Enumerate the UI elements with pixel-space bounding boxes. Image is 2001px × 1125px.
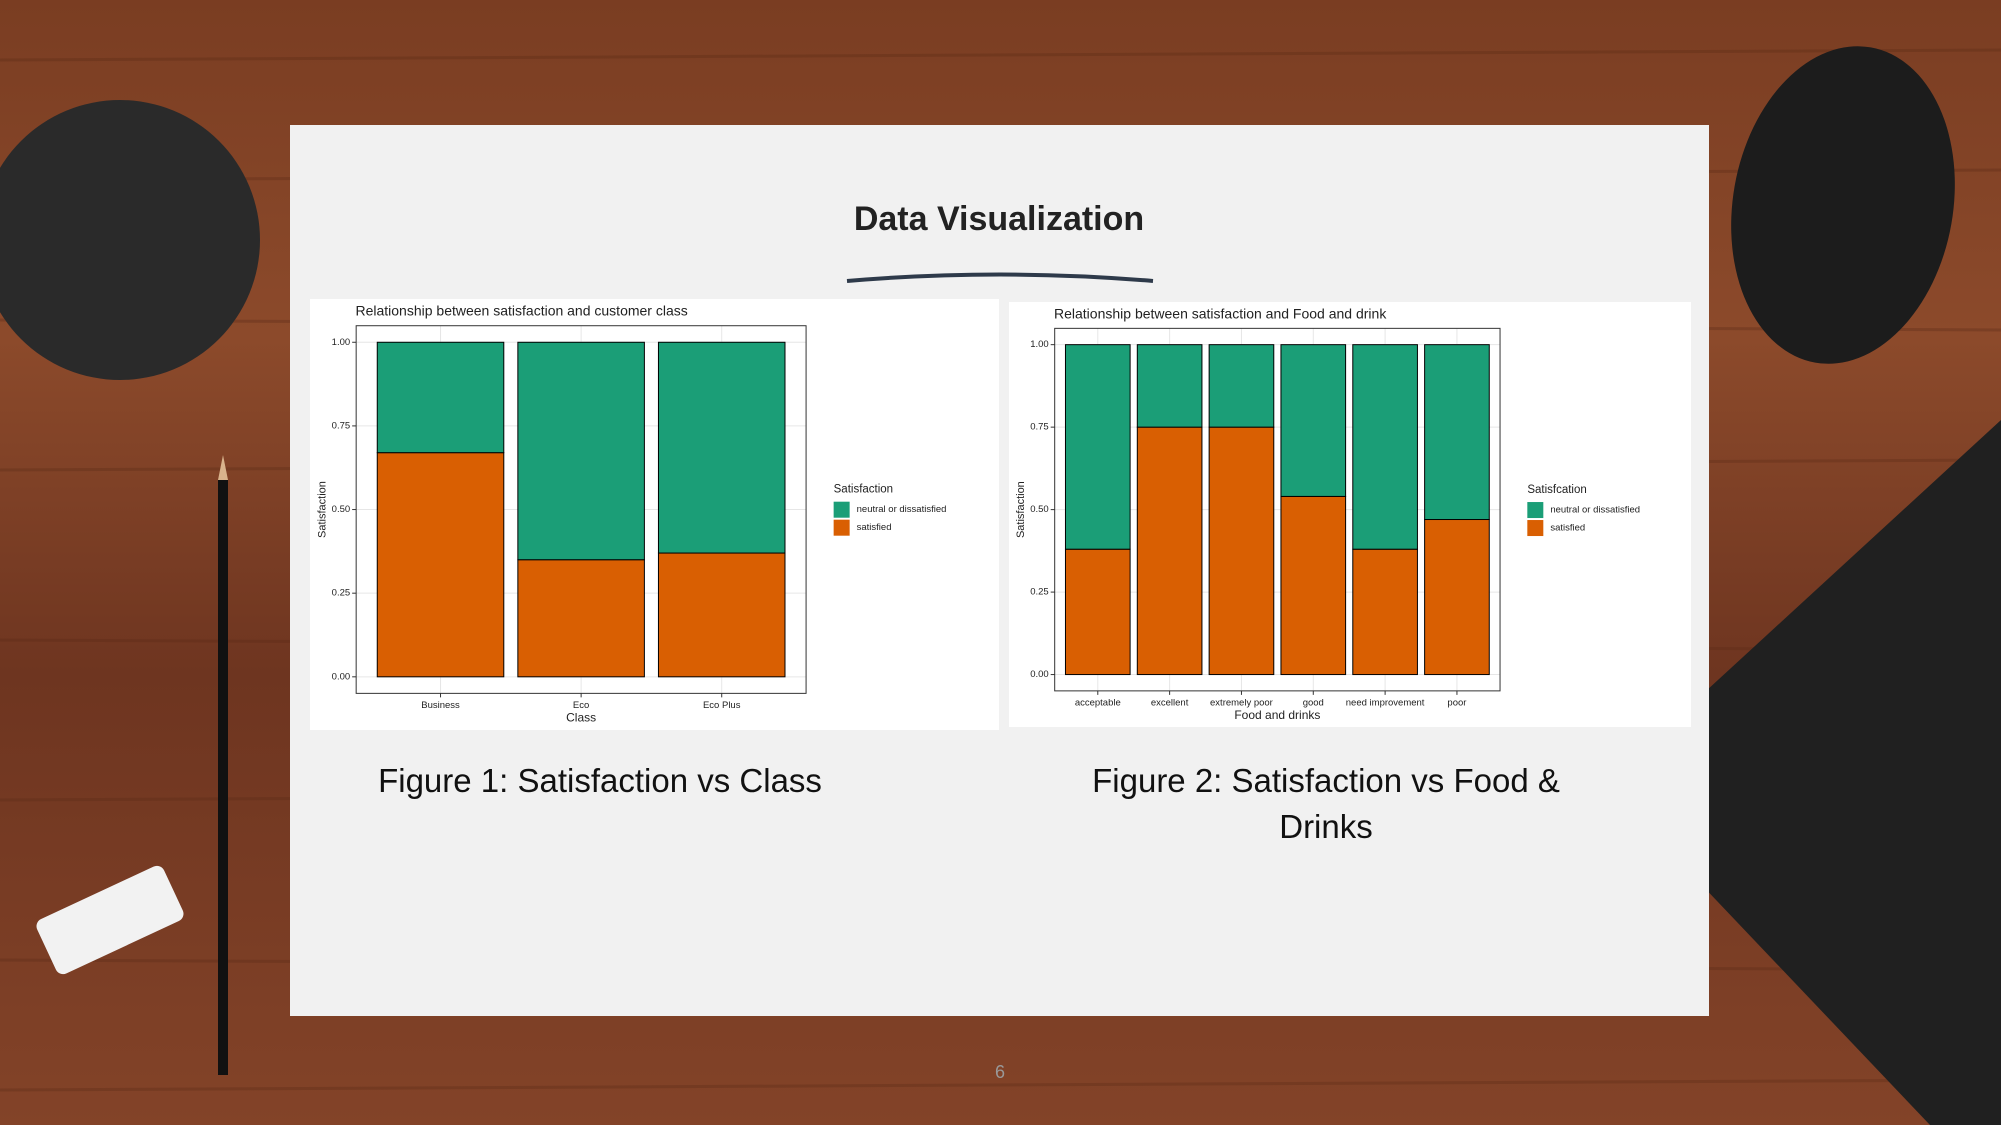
- bar-segment: [517, 341, 645, 561]
- y-tick-label: 1.00: [1030, 339, 1049, 350]
- x-tick-label: Eco: [573, 700, 589, 711]
- chart-title: Relationship between satisfaction and Fo…: [1054, 305, 1387, 321]
- legend-title: Satisfcation: [1527, 484, 1586, 496]
- bar-segment: [1424, 344, 1490, 521]
- y-tick-label: 0.25: [332, 588, 351, 599]
- x-tick-label: acceptable: [1075, 697, 1121, 708]
- y-tick-label: 0.50: [332, 504, 351, 515]
- chart-title: Relationship between satisfaction and cu…: [355, 303, 687, 319]
- grain: [0, 48, 2001, 62]
- title-underline: [846, 272, 1154, 283]
- bar-segment: [657, 552, 786, 678]
- bar-segment: [1280, 495, 1347, 676]
- pencil-tip: [218, 455, 228, 480]
- x-axis-title: Class: [566, 711, 596, 725]
- bar-segment: [1136, 344, 1203, 428]
- bar-segment: [1352, 548, 1418, 676]
- pencil: [218, 480, 228, 1075]
- legend-swatch: [833, 501, 850, 518]
- figure-caption: Figure 1: Satisfaction vs Class: [378, 762, 822, 799]
- laptop: [1620, 420, 2001, 1125]
- bar-segment: [1208, 426, 1275, 676]
- bar-segment: [1280, 344, 1347, 497]
- figure-caption: Figure 2: Satisfaction vs Food & Drinks: [1092, 762, 1560, 845]
- x-tick-label: excellent: [1151, 697, 1189, 708]
- legend-label: satisfied: [857, 522, 892, 533]
- bar-segment: [1352, 344, 1418, 550]
- bar-segment: [1064, 548, 1131, 676]
- legend-swatch: [833, 519, 850, 536]
- legend-label: neutral or dissatisfied: [1550, 505, 1640, 516]
- y-axis-title: Satisfaction: [1015, 481, 1027, 538]
- mouse: [1731, 46, 1955, 364]
- slide-title: Data Visualization: [854, 200, 1144, 238]
- bar-segment: [657, 341, 786, 554]
- y-tick-label: 0.00: [332, 671, 351, 682]
- y-tick-label: 0.75: [1030, 422, 1049, 433]
- bar-segment: [376, 452, 505, 678]
- y-tick-label: 0.25: [1030, 587, 1049, 598]
- bar-segment: [1424, 519, 1490, 676]
- plot-border: [1054, 327, 1501, 692]
- x-tick-label: good: [1303, 697, 1324, 708]
- y-tick-label: 0.00: [1030, 669, 1049, 680]
- legend-swatch: [1527, 520, 1544, 537]
- grain: [0, 1078, 2001, 1092]
- bar-segment: [1208, 344, 1275, 428]
- bar-segment: [376, 341, 505, 454]
- y-tick-label: 0.75: [332, 420, 351, 431]
- legend-swatch: [1527, 502, 1544, 519]
- x-axis-title: Food and drinks: [1234, 708, 1320, 722]
- eraser: [36, 865, 184, 975]
- y-tick-label: 1.00: [332, 337, 351, 348]
- bar-segment: [517, 559, 645, 678]
- legend-label: neutral or dissatisfied: [857, 504, 947, 515]
- bar-segment: [1064, 344, 1131, 550]
- y-tick-label: 0.50: [1030, 504, 1049, 515]
- page-number: 6: [995, 1062, 1005, 1082]
- x-tick-label: Eco Plus: [703, 700, 741, 711]
- x-tick-label: poor: [1447, 697, 1466, 708]
- x-tick-label: extremely poor: [1210, 697, 1273, 708]
- bar-segment: [1136, 426, 1203, 676]
- legend-label: satisfied: [1550, 523, 1585, 534]
- x-tick-label: Business: [421, 700, 460, 711]
- legend-title: Satisfaction: [834, 484, 893, 496]
- pen-holder: [0, 100, 260, 380]
- plot-border: [355, 325, 807, 694]
- x-tick-label: need improvement: [1346, 697, 1425, 708]
- y-axis-title: Satisfaction: [316, 481, 328, 538]
